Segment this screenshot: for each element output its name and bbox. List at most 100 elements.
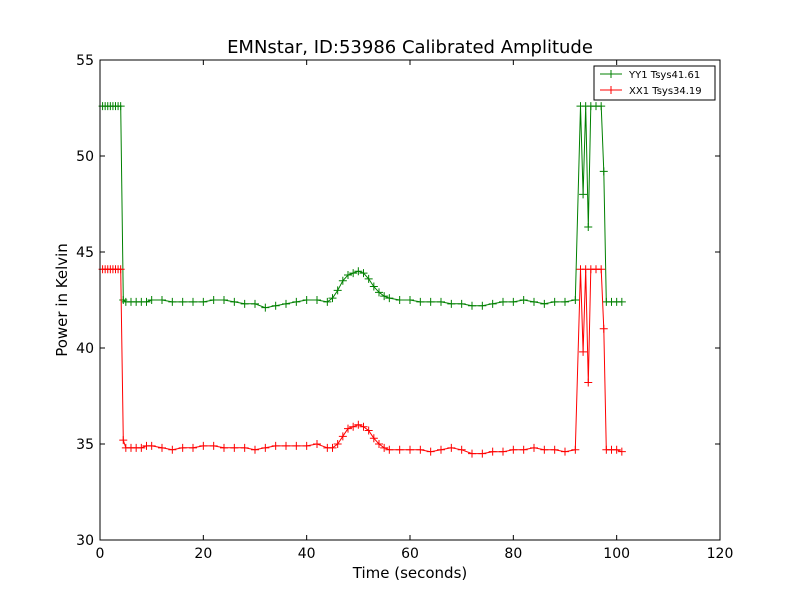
x-tick-label: 80: [504, 546, 522, 562]
data-point: [261, 303, 270, 312]
legend-box: [593, 65, 716, 101]
data-point: [220, 296, 228, 304]
data-point: [550, 297, 559, 306]
data-point: [142, 297, 151, 306]
series-1: [98, 265, 626, 458]
data-point: [584, 378, 593, 387]
data-point: [199, 441, 208, 450]
data-point: [579, 347, 588, 356]
data-point: [584, 223, 593, 232]
data-point: [359, 269, 368, 278]
data-point: [338, 276, 347, 285]
data-point: [447, 443, 456, 452]
data-point: [406, 445, 414, 454]
data-point: [189, 443, 197, 452]
data-point: [344, 271, 352, 280]
data-point: [333, 286, 342, 295]
data-point: [375, 288, 383, 297]
data-point: [313, 296, 321, 304]
data-point: [349, 422, 358, 431]
data-point: [364, 274, 373, 283]
data-point: [579, 190, 588, 199]
y-tick-label: 30: [76, 533, 94, 549]
data-point: [209, 296, 218, 304]
data-point: [519, 445, 528, 454]
data-point: [540, 445, 549, 454]
data-point: [571, 445, 580, 454]
data-point: [416, 445, 425, 454]
data-point: [509, 445, 518, 454]
data-point: [178, 297, 187, 306]
data-point: [599, 167, 608, 176]
data-point: [380, 292, 389, 301]
data-point: [561, 447, 569, 456]
y-tick-label: 40: [76, 341, 94, 357]
x-tick-label: 0: [96, 546, 105, 562]
data-point: [617, 297, 626, 306]
data-point: [354, 420, 363, 429]
x-tick-label: 120: [707, 546, 734, 562]
data-point: [599, 324, 608, 333]
y-tick-label: 55: [76, 53, 94, 69]
data-point: [571, 296, 580, 304]
data-point: [499, 447, 507, 456]
data-point: [540, 299, 549, 308]
data-point: [354, 267, 363, 276]
data-point: [478, 449, 487, 458]
data-point: [437, 297, 445, 306]
data-point: [561, 297, 569, 306]
data-point: [158, 443, 166, 452]
data-point: [292, 441, 301, 450]
data-point: [137, 443, 146, 452]
data-point: [612, 445, 621, 454]
data-point: [282, 299, 290, 308]
data-point: [468, 301, 476, 310]
y-axis-label: Power in Kelvin: [53, 243, 71, 357]
data-point: [509, 297, 518, 306]
data-point: [261, 443, 270, 452]
y-tick-label: 45: [76, 245, 94, 261]
data-point: [499, 297, 507, 306]
data-point: [220, 443, 228, 452]
data-point: [168, 445, 177, 454]
x-tick-label: 60: [401, 546, 419, 562]
data-point: [385, 445, 394, 454]
data-point: [488, 299, 497, 308]
legend-marker-xx1: [607, 86, 615, 94]
data-point: [302, 296, 311, 304]
data-point: [597, 265, 606, 274]
data-point: [468, 449, 476, 458]
data-point: [478, 301, 487, 310]
data-point: [116, 102, 125, 111]
data-point: [437, 445, 445, 454]
data-point: [116, 265, 125, 274]
data-point: [395, 296, 404, 304]
x-tick-label: 40: [298, 546, 316, 562]
data-point: [426, 447, 435, 456]
data-point: [488, 447, 497, 456]
data-point: [406, 296, 414, 304]
data-point: [416, 297, 425, 306]
data-point: [519, 296, 528, 304]
data-point: [349, 269, 358, 278]
data-point: [447, 299, 456, 308]
data-point: [119, 436, 128, 445]
x-tick-label: 20: [194, 546, 212, 562]
legend-marker-yy1: [607, 70, 615, 78]
data-point: [292, 297, 301, 306]
data-point: [230, 297, 239, 306]
data-point: [168, 297, 177, 306]
x-tick-label: 100: [603, 546, 630, 562]
data-point: [395, 445, 404, 454]
chart-title: EMNstar, ID:53986 Calibrated Amplitude: [227, 37, 593, 58]
data-point: [209, 441, 218, 450]
data-point: [271, 441, 280, 450]
data-point: [550, 445, 559, 454]
data-point: [302, 441, 311, 450]
data-point: [328, 443, 337, 452]
data-point: [282, 441, 290, 450]
data-point: [251, 445, 259, 454]
data-point: [344, 424, 352, 433]
data-point: [369, 282, 378, 291]
